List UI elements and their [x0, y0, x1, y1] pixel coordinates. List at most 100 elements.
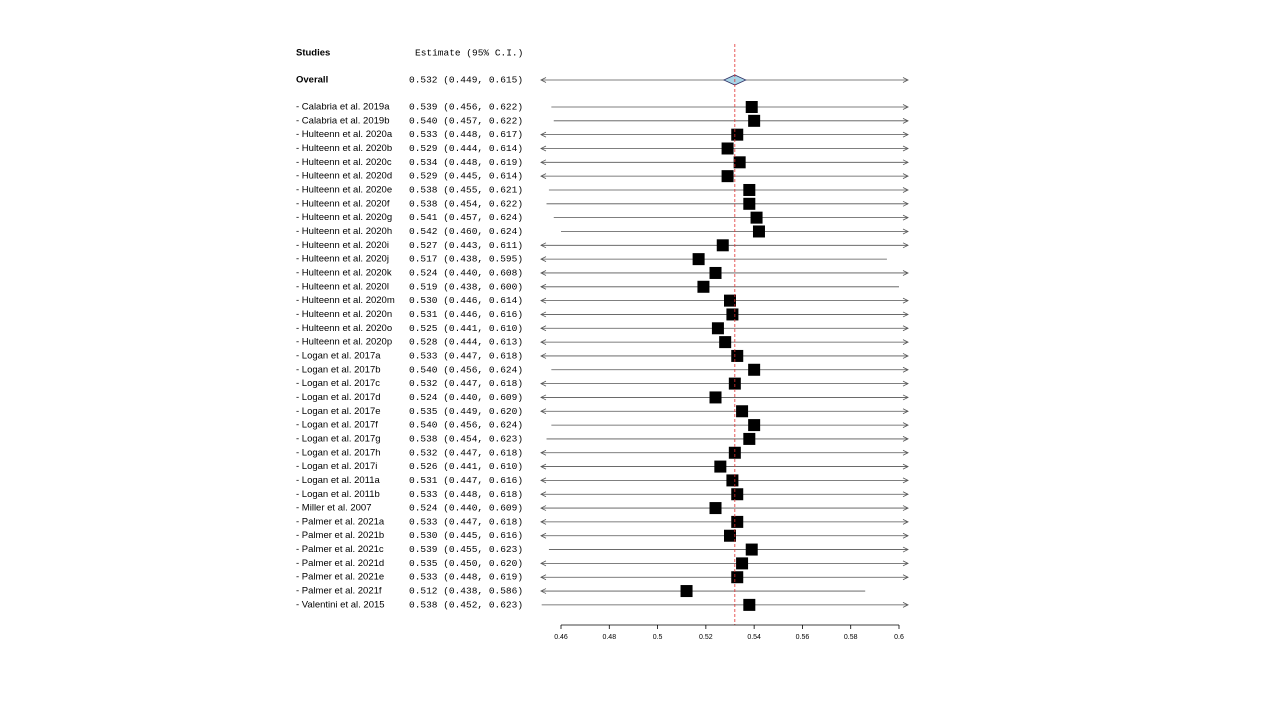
study-square	[745, 543, 758, 556]
study-label: - Hulteenn et al. 2020a	[296, 129, 393, 140]
ci-arrow	[902, 491, 909, 498]
study-label: - Palmer et al. 2021f	[296, 586, 382, 597]
ci-arrow	[902, 422, 909, 428]
ci-arrow	[540, 449, 547, 456]
ci-arrow	[902, 297, 909, 304]
study-label: - Hulteenn et al. 2020e	[296, 184, 392, 195]
study-square	[731, 571, 744, 584]
study-estimate-label: 0.538 (0.454, 0.623)	[409, 433, 523, 444]
study-label: - Logan et al. 2017d	[296, 392, 381, 403]
study-square	[752, 225, 765, 238]
study-label: - Logan et al. 2017a	[296, 350, 381, 361]
ci-arrow	[902, 505, 909, 511]
study-estimate-label: 0.528 (0.444, 0.613)	[409, 337, 523, 348]
study-square	[726, 308, 739, 321]
study-estimate-label: 0.538 (0.454, 0.622)	[409, 198, 523, 209]
study-label: - Logan et al. 2011b	[296, 489, 380, 500]
ci-arrow	[902, 339, 909, 345]
study-square	[728, 377, 741, 390]
study-label: - Miller et al. 2007	[296, 503, 372, 514]
study-estimate-label: 0.533 (0.447, 0.618)	[409, 516, 523, 527]
ci-arrow	[540, 325, 547, 332]
ci-arrow	[540, 477, 547, 484]
study-square	[745, 101, 758, 113]
x-tick-label: 0.56	[796, 634, 810, 641]
ci-arrow	[540, 256, 547, 262]
study-label: - Logan et al. 2017f	[296, 420, 378, 431]
study-estimate-label: 0.535 (0.450, 0.620)	[409, 558, 523, 569]
ci-arrow	[902, 380, 909, 387]
study-estimate-label: 0.530 (0.446, 0.614)	[409, 295, 523, 306]
ci-arrow	[902, 325, 909, 332]
study-estimate-label: 0.538 (0.455, 0.621)	[409, 184, 523, 195]
ci-arrow	[902, 145, 909, 152]
x-tick-label: 0.46	[554, 634, 568, 641]
study-estimate-label: 0.527 (0.443, 0.611)	[409, 240, 523, 251]
study-label: - Logan et al. 2017c	[296, 378, 380, 389]
study-label: - Hulteenn et al. 2020j	[296, 254, 389, 265]
ci-arrow	[902, 270, 909, 276]
study-estimate-label: 0.533 (0.448, 0.618)	[409, 489, 523, 500]
study-estimate-label: 0.531 (0.446, 0.616)	[409, 309, 523, 320]
ci-arrow	[902, 353, 909, 359]
study-square	[743, 598, 756, 611]
ci-arrow	[902, 228, 909, 235]
study-square	[714, 460, 727, 473]
study-square	[731, 515, 744, 528]
study-square	[724, 529, 736, 542]
study-label: - Hulteenn et al. 2020c	[296, 157, 392, 168]
study-estimate-label: 0.538 (0.452, 0.623)	[409, 599, 523, 610]
study-square	[716, 239, 729, 252]
study-square	[711, 322, 724, 335]
study-square	[709, 391, 722, 404]
study-estimate-label: 0.540 (0.457, 0.622)	[409, 115, 523, 126]
ci-arrow	[902, 560, 909, 567]
ci-arrow	[540, 311, 547, 318]
study-square	[748, 114, 761, 127]
study-estimate-label: 0.540 (0.456, 0.624)	[409, 364, 523, 375]
study-square	[692, 253, 705, 266]
study-label: - Hulteenn et al. 2020p	[296, 337, 392, 348]
ci-arrow	[540, 270, 547, 276]
study-label: - Hulteenn et al. 2020m	[296, 295, 395, 306]
ci-arrow	[902, 449, 909, 456]
study-label: - Hulteenn et al. 2020g	[296, 212, 392, 223]
ci-arrow	[540, 131, 547, 138]
study-square	[743, 432, 756, 445]
study-estimate-label: 0.526 (0.441, 0.610)	[409, 461, 523, 472]
ci-arrow	[902, 574, 909, 581]
study-label: - Hulteenn et al. 2020n	[296, 309, 392, 320]
study-label: - Hulteenn et al. 2020i	[296, 240, 389, 251]
ci-arrow	[902, 200, 909, 207]
ci-arrow	[902, 366, 909, 373]
ci-arrow	[902, 214, 909, 221]
study-square	[743, 197, 756, 210]
study-label: - Hulteenn et al. 2020d	[296, 171, 392, 182]
ci-arrow	[540, 77, 547, 83]
study-estimate-label: 0.533 (0.447, 0.618)	[409, 350, 523, 361]
study-label: - Palmer et al. 2021d	[296, 558, 384, 569]
ci-arrow	[540, 491, 547, 498]
study-estimate-label: 0.529 (0.444, 0.614)	[409, 143, 523, 154]
study-estimate-label: 0.541 (0.457, 0.624)	[409, 212, 523, 223]
ci-arrow	[540, 159, 547, 166]
study-square	[724, 294, 736, 307]
ci-arrow	[540, 353, 547, 359]
study-square	[697, 280, 710, 293]
study-square	[709, 502, 722, 515]
study-label: - Logan et al. 2017i	[296, 461, 377, 472]
ci-arrow	[540, 532, 547, 539]
overall-label: Overall	[296, 75, 328, 86]
x-tick-label: 0.5	[653, 634, 663, 641]
study-estimate-label: 0.524 (0.440, 0.609)	[409, 392, 523, 403]
study-estimate-label: 0.525 (0.441, 0.610)	[409, 323, 523, 334]
ci-arrow	[902, 477, 909, 484]
ci-arrow	[540, 283, 547, 290]
ci-arrow	[902, 159, 909, 166]
ci-arrow	[902, 104, 909, 110]
study-estimate-label: 0.539 (0.456, 0.622)	[409, 102, 523, 113]
ci-arrow	[540, 560, 547, 567]
study-square	[748, 419, 761, 432]
x-tick-label: 0.52	[699, 634, 713, 641]
ci-arrow	[540, 408, 547, 415]
